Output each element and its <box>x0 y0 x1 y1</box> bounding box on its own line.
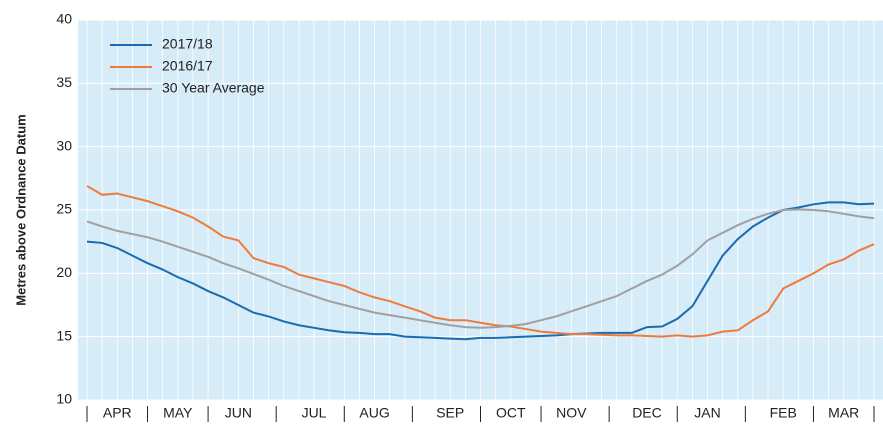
y-tick-label: 30 <box>56 137 72 153</box>
line-series <box>86 201 875 341</box>
y-tick-label: 20 <box>56 264 72 280</box>
x-tick-label: SEP <box>436 405 464 421</box>
legend-label: 2016/17 <box>162 58 213 74</box>
x-tick-label: APR <box>103 405 132 421</box>
x-tick-label: DEC <box>632 405 662 421</box>
legend-label: 2017/18 <box>162 36 213 52</box>
y-axis-label: Metres above Ordnance Datum <box>13 114 28 305</box>
y-tick-label: 15 <box>56 327 72 343</box>
x-tick-label: JAN <box>694 405 720 421</box>
legend-label: 30 Year Average <box>162 80 265 96</box>
x-tick-label: JUL <box>302 405 327 421</box>
y-tick-label: 35 <box>56 74 72 90</box>
line-series <box>86 185 875 338</box>
y-tick-label: 25 <box>56 201 72 217</box>
x-tick-label: OCT <box>496 405 526 421</box>
x-tick-label: MAY <box>163 405 193 421</box>
y-tick-label: 40 <box>56 11 72 27</box>
line-series <box>86 208 875 329</box>
x-tick-label: NOV <box>556 405 587 421</box>
x-tick-label: AUG <box>359 405 389 421</box>
y-tick-label: 10 <box>56 391 72 407</box>
x-tick-label: FEB <box>770 405 797 421</box>
x-tick-label: MAR <box>828 405 859 421</box>
x-tick-label: JUN <box>225 405 252 421</box>
